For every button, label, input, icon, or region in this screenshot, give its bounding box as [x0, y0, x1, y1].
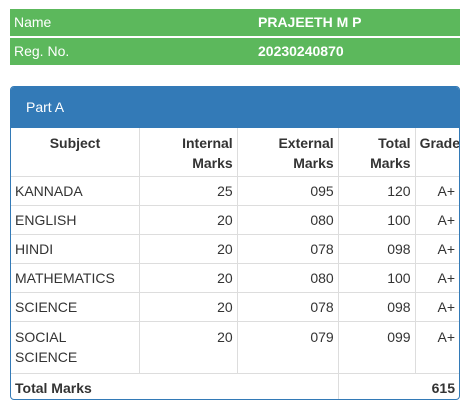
- header-grade: Grade: [414, 128, 459, 177]
- external-cell: 078: [236, 292, 339, 322]
- external-cell: 080: [236, 205, 339, 235]
- reg-no-value: 20230240870: [258, 43, 344, 59]
- total-cell: 120: [337, 176, 416, 206]
- total-marks-value: 615: [337, 373, 459, 399]
- external-cell: 080: [236, 263, 339, 293]
- grade-cell: A+: [414, 234, 459, 264]
- header-external-marks: External Marks: [236, 128, 339, 177]
- table-header-row: Subject Internal Marks External Marks Tota…: [11, 128, 459, 177]
- subject-cell: ENGLISH: [11, 205, 140, 235]
- name-value: PRAJEETH M P: [258, 14, 362, 30]
- subject-cell: HINDI: [11, 234, 140, 264]
- table-row: SOCIAL SCIENCE 20 079 099 A+: [11, 321, 459, 374]
- internal-cell: 20: [138, 234, 238, 264]
- grade-cell: A+: [414, 176, 459, 206]
- total-cell: 100: [337, 263, 416, 293]
- total-marks-row: Total Marks 615: [11, 373, 459, 399]
- external-cell: 078: [236, 234, 339, 264]
- header-subject: Subject: [11, 128, 140, 177]
- subject-cell: MATHEMATICS: [11, 263, 140, 293]
- panel-heading: Part A: [11, 87, 459, 128]
- total-cell: 100: [337, 205, 416, 235]
- table-row: ENGLISH 20 080 100 A+: [11, 205, 459, 235]
- total-cell: 099: [337, 321, 416, 374]
- reg-no-row: Reg. No. 20230240870: [10, 38, 460, 65]
- name-row: Name PRAJEETH M P: [10, 9, 460, 36]
- name-label: Name: [14, 14, 52, 30]
- grade-cell: A+: [414, 263, 459, 293]
- table-row: MATHEMATICS 20 080 100 A+: [11, 263, 459, 293]
- subject-cell: KANNADA: [11, 176, 140, 206]
- table-row: SCIENCE 20 078 098 A+: [11, 292, 459, 322]
- internal-cell: 20: [138, 321, 238, 374]
- header-internal-marks: Internal Marks: [138, 128, 238, 177]
- grade-cell: A+: [414, 205, 459, 235]
- subject-cell: SOCIAL SCIENCE: [11, 321, 140, 374]
- total-cell: 098: [337, 234, 416, 264]
- header-total-marks: Total Marks: [337, 128, 416, 177]
- internal-cell: 20: [138, 292, 238, 322]
- external-cell: 079: [236, 321, 339, 374]
- total-cell: 098: [337, 292, 416, 322]
- internal-cell: 25: [138, 176, 238, 206]
- marks-table: Subject Internal Marks External Marks Tota…: [11, 128, 459, 399]
- internal-cell: 20: [138, 263, 238, 293]
- grade-cell: A+: [414, 292, 459, 322]
- table-row: HINDI 20 078 098 A+: [11, 234, 459, 264]
- table-row: KANNADA 25 095 120 A+: [11, 176, 459, 206]
- marks-panel: Part A Subject Internal Marks External Mar…: [10, 86, 460, 400]
- subject-cell: SCIENCE: [11, 292, 140, 322]
- external-cell: 095: [236, 176, 339, 206]
- grade-cell: A+: [414, 321, 459, 374]
- reg-no-label: Reg. No.: [14, 43, 70, 59]
- internal-cell: 20: [138, 205, 238, 235]
- total-marks-label: Total Marks: [11, 373, 339, 399]
